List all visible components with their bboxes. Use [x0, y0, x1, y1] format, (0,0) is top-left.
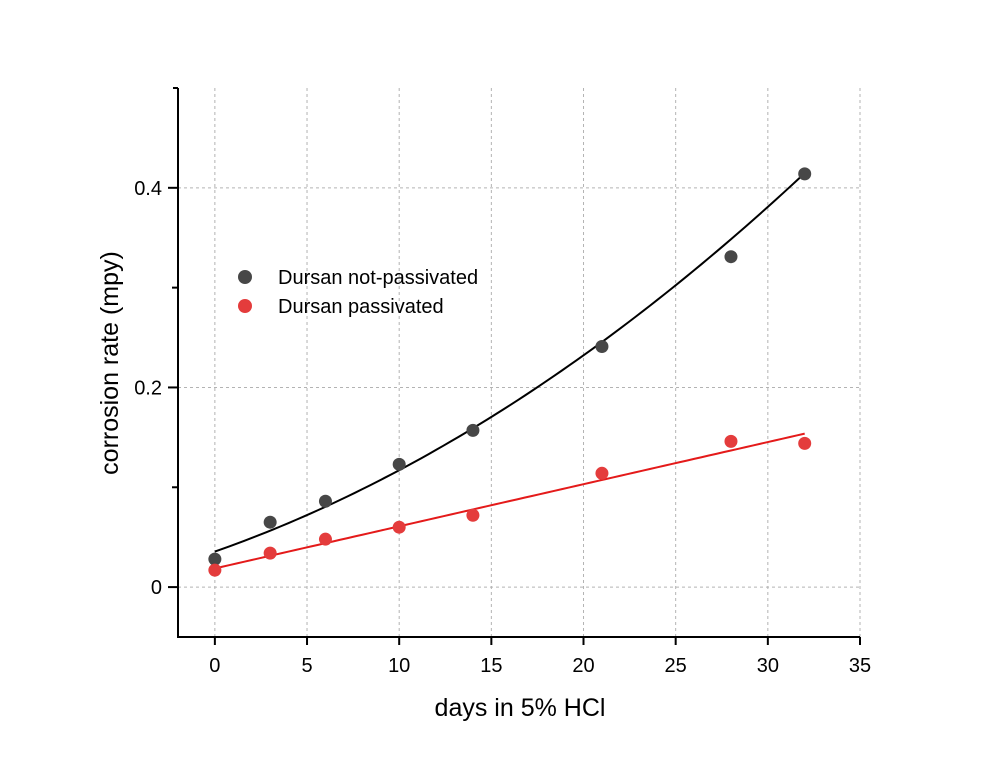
- data-point-series-1: [392, 520, 406, 534]
- x-axis-title: days in 5% HCl: [435, 694, 606, 722]
- y-axis-title: corrosion rate (mpy): [96, 251, 124, 475]
- data-point-series-1: [798, 436, 812, 450]
- x-tick-label: 0: [209, 655, 220, 677]
- data-point-series-0: [318, 494, 332, 508]
- x-tick-label: 35: [849, 655, 871, 677]
- y-tick-label: 0: [151, 577, 162, 599]
- axes: [168, 87, 861, 645]
- data-point-series-1: [208, 563, 222, 577]
- data-point-series-0: [724, 250, 738, 264]
- y-tick-label: 0.4: [134, 178, 162, 200]
- grid: [178, 88, 861, 637]
- data-point-series-1: [595, 466, 609, 480]
- data-point-series-1: [318, 532, 332, 546]
- data-point-series-0: [595, 340, 609, 354]
- x-tick-label: 10: [388, 655, 410, 677]
- data-point-series-0: [466, 423, 480, 437]
- data-point-series-0: [392, 457, 406, 471]
- data-point-series-0: [798, 167, 812, 181]
- data-points: [208, 167, 812, 577]
- data-point-series-1: [263, 546, 277, 560]
- legend-marker-passivated: [238, 299, 252, 313]
- x-tick-label: 5: [301, 655, 312, 677]
- x-tick-label: 20: [572, 655, 594, 677]
- data-point-series-0: [208, 552, 222, 566]
- x-tick-label: 25: [665, 655, 687, 677]
- x-tick-label: 30: [757, 655, 779, 677]
- fit-lines: [214, 172, 806, 570]
- tick-labels: 0 5 10 15 20 25 30 35 0 0.2 0.4: [134, 178, 871, 677]
- legend-marker-not-passivated: [238, 270, 252, 284]
- legend-label-passivated: Dursan passivated: [278, 296, 444, 318]
- data-point-series-1: [724, 434, 738, 448]
- data-point-series-0: [263, 515, 277, 529]
- x-tick-label: 15: [480, 655, 502, 677]
- legend-label-not-passivated: Dursan not-passivated: [278, 267, 478, 289]
- y-tick-label: 0.2: [134, 377, 162, 399]
- fit-line-0: [214, 172, 806, 553]
- data-point-series-1: [466, 508, 480, 522]
- fit-line-1: [214, 432, 805, 570]
- legend: Dursan not-passivated Dursan passivated: [238, 267, 478, 318]
